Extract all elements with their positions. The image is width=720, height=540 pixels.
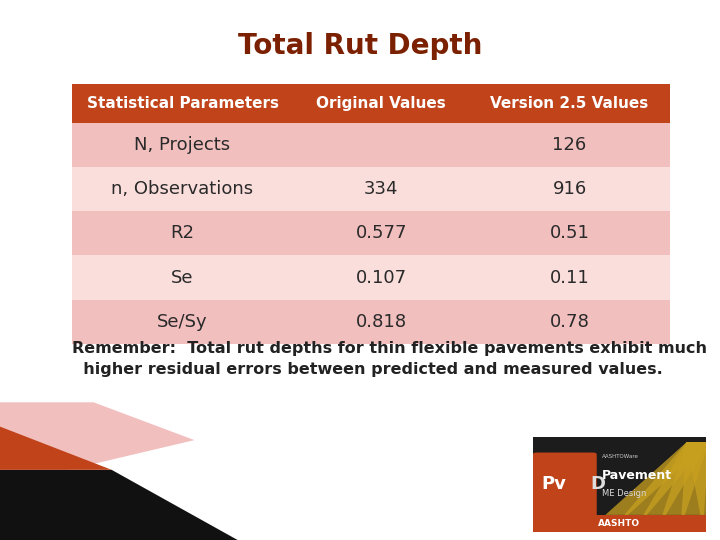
Text: 334: 334 (364, 180, 398, 198)
Bar (469, 84, 670, 123)
Bar (293, 300, 469, 344)
Text: Statistical Parameters: Statistical Parameters (86, 96, 279, 111)
Text: 0.51: 0.51 (549, 224, 590, 242)
FancyBboxPatch shape (526, 434, 713, 536)
Polygon shape (681, 442, 709, 515)
Text: Remember:  Total rut depths for thin flexible pavements exhibit much: Remember: Total rut depths for thin flex… (72, 341, 707, 356)
Text: Se/Sy: Se/Sy (157, 313, 208, 331)
Text: 0.11: 0.11 (549, 268, 590, 287)
Text: ME Design: ME Design (602, 489, 647, 498)
Bar (533, 515, 706, 532)
Bar (293, 167, 469, 211)
Text: N, Projects: N, Projects (135, 136, 230, 154)
Text: 126: 126 (552, 136, 587, 154)
Text: 0.818: 0.818 (356, 313, 407, 331)
Bar (72, 84, 293, 123)
Bar (293, 123, 469, 167)
Text: AASHTOWare: AASHTOWare (602, 454, 639, 459)
Bar (72, 167, 293, 211)
Bar (469, 255, 670, 300)
Text: Version 2.5 Values: Version 2.5 Values (490, 96, 649, 111)
Bar (72, 211, 293, 255)
Bar (293, 255, 469, 300)
Text: D: D (590, 475, 606, 493)
Polygon shape (644, 442, 709, 515)
Bar (469, 167, 670, 211)
Bar (72, 300, 293, 344)
Polygon shape (606, 442, 709, 515)
Text: 0.577: 0.577 (356, 224, 407, 242)
Bar (469, 123, 670, 167)
FancyBboxPatch shape (533, 453, 597, 517)
Text: AASHTO: AASHTO (598, 519, 640, 528)
Polygon shape (687, 442, 720, 515)
Bar (469, 211, 670, 255)
Polygon shape (0, 427, 112, 470)
Text: 0.107: 0.107 (356, 268, 407, 287)
Text: higher residual errors between predicted and measured values.: higher residual errors between predicted… (72, 362, 662, 377)
Text: n, Observations: n, Observations (112, 180, 253, 198)
Polygon shape (0, 470, 238, 540)
Text: 916: 916 (552, 180, 587, 198)
Text: R2: R2 (171, 224, 194, 242)
Bar (293, 84, 469, 123)
Text: Pavement: Pavement (602, 469, 672, 482)
Polygon shape (0, 402, 194, 486)
Polygon shape (624, 442, 709, 515)
Bar (72, 123, 293, 167)
Polygon shape (662, 442, 709, 515)
Text: Original Values: Original Values (316, 96, 446, 111)
Bar (293, 211, 469, 255)
Bar (72, 255, 293, 300)
Text: Pv: Pv (541, 475, 567, 493)
Text: Se: Se (171, 268, 194, 287)
Bar (469, 300, 670, 344)
Text: 0.78: 0.78 (549, 313, 590, 331)
Text: Total Rut Depth: Total Rut Depth (238, 32, 482, 60)
